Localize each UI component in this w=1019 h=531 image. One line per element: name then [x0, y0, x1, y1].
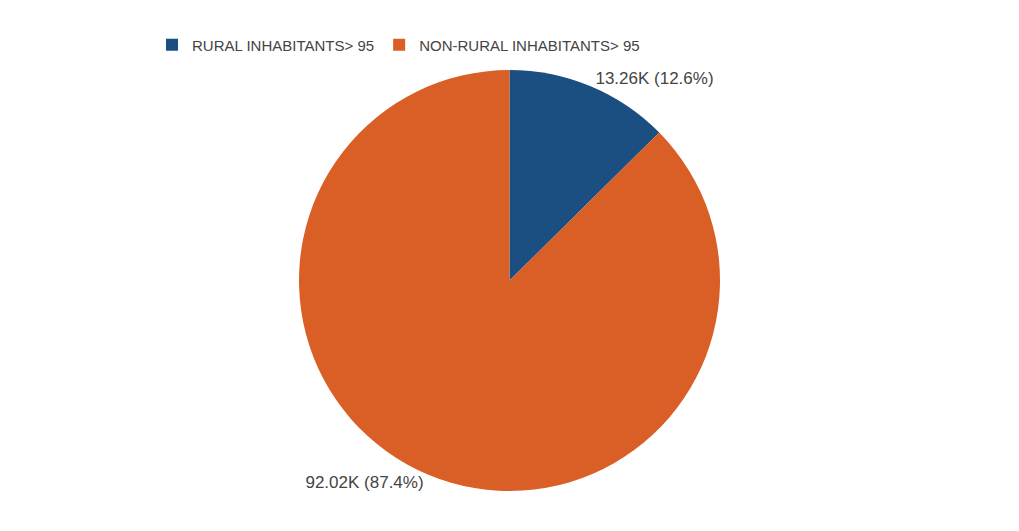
svg-text:NON-RURAL INHABITANTS> 95: NON-RURAL INHABITANTS> 95	[419, 37, 639, 54]
svg-text:13.26K (12.6%): 13.26K (12.6%)	[595, 69, 713, 88]
svg-text:92.02K (87.4%): 92.02K (87.4%)	[305, 473, 423, 492]
svg-text:RURAL INHABITANTS> 95: RURAL INHABITANTS> 95	[192, 37, 374, 54]
